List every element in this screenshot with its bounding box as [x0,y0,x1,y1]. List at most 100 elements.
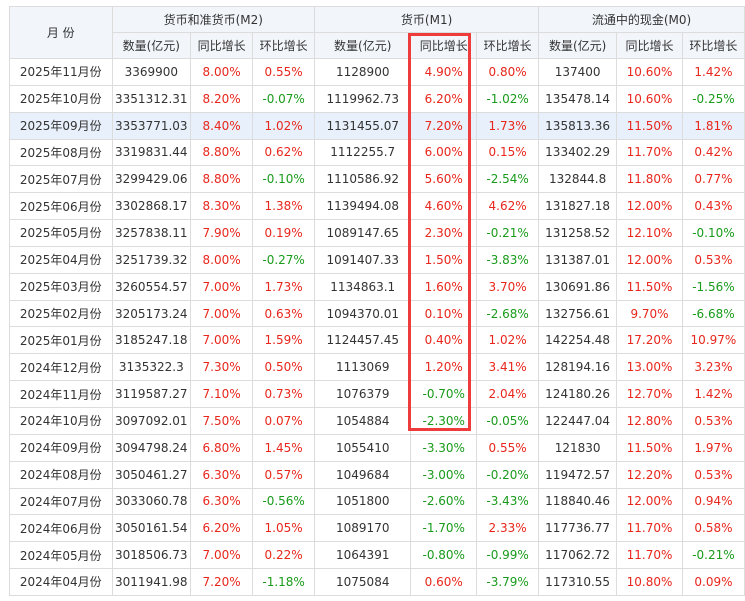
m1-amount-cell: 1075084 [314,568,412,596]
m2-yoy-cell: 6.30% [190,487,254,516]
m1-mom-cell: -1.02% [476,84,540,113]
m1-amount-cell: 1051800 [314,487,412,516]
table-row[interactable]: 2025年08月份 3319831.44 8.80% 0.62% 1112255.7 6.… [9,138,745,167]
m2-mom-cell: 0.22% [252,541,316,570]
month-cell: 2024年07月份 [9,487,113,516]
m0-amount-cell: 135813.36 [538,111,618,140]
m2-amount-header: 数量(亿元) [111,32,192,59]
table-row[interactable]: 2025年04月份 3251739.32 8.00% -0.27% 1091407.33… [9,245,745,274]
m0-yoy-cell: 12.10% [616,219,683,247]
table-row[interactable]: 2025年10月份 3351312.31 8.20% -0.07% 1119962.73… [9,84,745,113]
m0-yoy-cell: 11.50% [616,272,683,301]
m1-yoy-cell: -1.70% [410,514,478,543]
m2-mom-cell: 1.02% [252,111,316,140]
month-cell: 2024年06月份 [9,514,113,543]
m0-mom-cell: 0.42% [681,138,745,167]
m0-mom-cell: -6.68% [681,299,745,328]
m0-yoy-cell: 10.60% [616,84,683,113]
m1-mom-cell: 2.04% [476,380,540,408]
table-row[interactable]: 2024年12月份 3135322.3 7.30% 0.50% 1113069 1.20%… [9,353,745,382]
m2-amount-cell: 3319831.44 [111,138,192,167]
m1-amount-cell: 1110586.92 [314,165,412,194]
m1-yoy-cell: 0.10% [410,299,478,328]
table-row[interactable]: 2025年01月份 3185247.18 7.00% 1.59% 1124457.45 0… [9,326,745,355]
table-row[interactable]: 2024年06月份 3050161.54 6.20% 1.05% 1089170 -1.7… [9,514,745,543]
m2-mom-cell: -0.27% [252,245,316,274]
m2-yoy-cell: 7.90% [190,219,254,247]
m1-amount-cell: 1124457.45 [314,326,412,355]
m0-amount-cell: 132844.8 [538,165,618,194]
m1-mom-cell: 4.62% [476,192,540,221]
table-row[interactable]: 2024年11月份 3119587.27 7.10% 0.73% 1076379 -0.7… [9,380,745,408]
m0-amount-cell: 133402.29 [538,138,618,167]
m1-mom-cell: -2.54% [476,165,540,194]
m2-yoy-cell: 8.30% [190,192,254,221]
m0-yoy-cell: 11.70% [616,541,683,570]
m1-yoy-cell: 1.50% [410,245,478,274]
m2-mom-cell: -0.07% [252,84,316,113]
m2-amount-cell: 3119587.27 [111,380,192,408]
m1-amount-cell: 1076379 [314,380,412,408]
m2-yoy-cell: 8.00% [190,58,254,86]
m2-mom-cell: -1.18% [252,568,316,596]
table-row[interactable]: 2025年02月份 3205173.24 7.00% 0.63% 1094370.01 0… [9,299,745,328]
table-row[interactable]: 2024年08月份 3050461.27 6.30% 0.57% 1049684 -3.0… [9,460,745,489]
m1-mom-cell: 1.02% [476,326,540,355]
table-row[interactable]: 2024年07月份 3033060.78 6.30% -0.56% 1051800 -2.… [9,487,745,516]
m0-mom-cell: 1.42% [681,380,745,408]
m2-amount-cell: 3369900 [111,58,192,86]
table-row[interactable]: 2025年03月份 3260554.57 7.00% 1.73% 1134863.1 1.… [9,272,745,301]
m2-amount-cell: 3094798.24 [111,433,192,462]
table-row[interactable]: 2025年07月份 3299429.06 8.80% -0.10% 1110586.92… [9,165,745,194]
m0-group-header: 流通中的现金(M0) [538,6,745,33]
m0-amount-cell: 121830 [538,433,618,462]
month-cell: 2025年05月份 [9,219,113,247]
table-row[interactable]: 2025年06月份 3302868.17 8.30% 1.38% 1139494.08 4… [9,192,745,221]
m0-yoy-cell: 11.70% [616,138,683,167]
m0-mom-cell: 0.43% [681,192,745,221]
m0-mom-header: 环比增长 [681,32,745,59]
month-cell: 2024年11月份 [9,380,113,408]
table-row[interactable]: 2024年10月份 3097092.01 7.50% 0.07% 1054884 -2.3… [9,406,745,435]
m1-yoy-cell: -0.70% [410,380,478,408]
m0-yoy-cell: 12.80% [616,406,683,435]
m0-amount-cell: 130691.86 [538,272,618,301]
table-row[interactable]: 2025年05月份 3257838.11 7.90% 0.19% 1089147.65 2… [9,219,745,247]
m1-mom-cell: -3.83% [476,245,540,274]
table-row[interactable]: 2025年09月份 3353771.03 8.40% 1.02% 1131455.07 7… [9,111,745,140]
m1-yoy-header: 同比增长 [410,32,478,59]
month-cell: 2024年08月份 [9,460,113,489]
m2-amount-cell: 3033060.78 [111,487,192,516]
m2-yoy-cell: 6.30% [190,460,254,489]
month-cell: 2025年02月份 [9,299,113,328]
m2-mom-cell: 0.19% [252,219,316,247]
table-row[interactable]: 2025年11月份 3369900 8.00% 0.55% 1128900 4.90% 0.… [9,58,745,86]
table-row[interactable]: 2024年09月份 3094798.24 6.80% 1.45% 1055410 -3.3… [9,433,745,462]
m1-mom-cell: -0.20% [476,460,540,489]
m2-mom-cell: 0.73% [252,380,316,408]
m1-yoy-cell: -0.80% [410,541,478,570]
m0-amount-cell: 131258.52 [538,219,618,247]
m1-yoy-cell: 0.40% [410,326,478,355]
m1-mom-header: 环比增长 [476,32,540,59]
m2-group-header: 货币和准货币(M2) [111,6,316,33]
m2-mom-cell: -0.56% [252,487,316,516]
m2-yoy-cell: 7.00% [190,272,254,301]
m1-mom-cell: 3.41% [476,353,540,382]
header-row-groups: 月 份 货币和准货币(M2) 货币(M1) 流通中的现金(M0) [9,6,745,59]
month-cell: 2025年08月份 [9,138,113,167]
m2-yoy-cell: 6.20% [190,514,254,543]
month-cell: 2025年09月份 [9,111,113,140]
m0-yoy-cell: 11.50% [616,433,683,462]
m2-mom-cell: 0.57% [252,460,316,489]
m0-yoy-cell: 12.00% [616,192,683,221]
table-row[interactable]: 2024年04月份 3011941.98 7.20% -1.18% 1075084 0.6… [9,568,745,596]
m0-amount-cell: 117062.72 [538,541,618,570]
m2-yoy-cell: 7.20% [190,568,254,596]
m0-mom-cell: -0.21% [681,541,745,570]
table-row[interactable]: 2024年05月份 3018506.73 7.00% 0.22% 1064391 -0.8… [9,541,745,570]
m1-mom-cell: -0.99% [476,541,540,570]
m0-mom-cell: 0.94% [681,487,745,516]
m2-mom-cell: -0.10% [252,165,316,194]
